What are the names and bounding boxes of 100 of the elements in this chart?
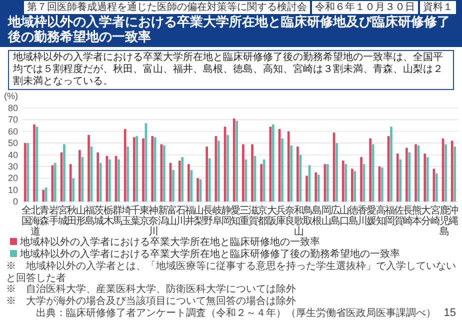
text: 令和６年１０月３０日: [312, 1, 418, 14]
x-tick-label: 福島: [85, 204, 96, 227]
legend-label: 地域枠以外の入学者における卒業大学所在地と臨床研修地の一致率: [20, 237, 320, 248]
chart-subtitle: 地域枠以外の入学者における卒業大学所在地と臨床研修修了後の勤務希望地の一致率は、全国平均では５割程度だが、秋田、富山、福井、島根、徳島、高知、宮崎は３割未満、青森、山梨は２割未満となっている。: [8, 50, 454, 90]
bar: [108, 159, 111, 202]
bar: [380, 168, 384, 202]
bar: [88, 134, 90, 202]
x-tick-label: 鹿児島: [439, 204, 450, 238]
x-tick-label: 茨城: [93, 204, 104, 227]
bar: [342, 160, 344, 202]
bar: [26, 143, 30, 202]
bar: [178, 160, 181, 202]
bar: [226, 134, 229, 202]
bar: [354, 171, 356, 202]
bar: [232, 118, 236, 202]
text: 15: [444, 307, 456, 319]
y-tick-label: 70: [8, 114, 18, 125]
y-tick-label: 80: [8, 103, 18, 113]
x-tick-label: 沖縄: [447, 204, 458, 227]
x-tick-label: 高知: [376, 204, 386, 227]
bar: [435, 173, 438, 202]
bar: [244, 159, 248, 202]
bar: [69, 164, 72, 202]
bar: [162, 145, 166, 202]
x-tick-label: 香川: [358, 204, 368, 227]
bar: [299, 154, 302, 202]
bar: [188, 164, 190, 202]
x-tick-label: 山口: [339, 204, 350, 227]
bar: [360, 157, 362, 202]
x-tick-label: 和歌山: [294, 204, 304, 238]
x-tick-label: 奈良: [284, 206, 295, 227]
x-tick-label: 静岡: [221, 204, 232, 227]
x-tick-label: 熊本: [412, 204, 422, 227]
bar: [414, 144, 417, 202]
bar: [136, 136, 138, 202]
bar: [24, 143, 26, 202]
bar: [281, 138, 284, 202]
bar: [287, 131, 290, 202]
x-tick-label: 京都: [258, 204, 268, 227]
bar: [296, 146, 299, 202]
bar: [444, 144, 447, 202]
bar: [408, 152, 411, 202]
y-tick-label: 60: [8, 126, 18, 136]
source-note: 出典：臨床研修修了者アンケート調査（令和２～４年）（厚生労働省医政局医事課調べ）: [36, 308, 436, 319]
x-tick-label: 徳島: [348, 206, 359, 227]
bar: [242, 144, 244, 202]
bar: [290, 145, 292, 202]
y-tick-label: 40: [8, 150, 18, 160]
x-tick-label: 石川: [176, 206, 186, 227]
bar: [454, 146, 456, 202]
bar: [181, 157, 184, 202]
bar: [124, 129, 126, 202]
x-tick-label: 岡山: [321, 206, 332, 227]
bar: [390, 126, 392, 202]
bar: [54, 162, 56, 202]
legend-label: 地域枠以外の入学者における卒業大学所在地と臨床研修修了後の勤務希望地の一致率: [20, 249, 400, 260]
y-tick-label: 30: [8, 161, 18, 172]
bar: [336, 143, 338, 202]
bar: [63, 144, 66, 202]
bar: [306, 176, 308, 202]
x-tick-label: 佐賀: [394, 206, 404, 227]
bar: [133, 137, 136, 202]
text: ※ 自治医科大学、産業医科大学、防衛医科大学については除外: [6, 284, 297, 296]
x-tick-label: 岐阜: [212, 204, 222, 227]
bar: [142, 138, 144, 202]
bar: [217, 140, 220, 202]
bar: [126, 146, 129, 202]
x-tick-label: 広島: [330, 204, 340, 227]
bar: [33, 124, 36, 202]
bar: [206, 146, 208, 202]
y-tick-label: 0: [12, 196, 18, 206]
x-tick-label: 兵庫: [276, 204, 286, 227]
bar: [251, 144, 254, 202]
bar: [326, 164, 329, 202]
x-tick-label: 千葉: [130, 204, 141, 227]
x-tick-label: 愛媛: [366, 204, 377, 227]
bar: [81, 157, 84, 202]
x-tick-label: 大阪: [266, 204, 277, 227]
y-tick-label: 10: [8, 184, 18, 195]
x-tick-label: 秋田: [66, 204, 77, 227]
bar: [118, 159, 120, 202]
y-tick-label: 50: [8, 138, 18, 148]
y-axis-title: (%): [4, 91, 18, 101]
x-tick-label: 福岡: [384, 204, 395, 227]
bar: [42, 190, 45, 202]
x-tick-label: 新潟: [158, 204, 168, 227]
bar: [72, 178, 74, 202]
bar: [399, 159, 402, 202]
x-tick-label: 栃木: [103, 204, 114, 227]
x-tick-label: 三重: [240, 206, 250, 227]
bar: [344, 164, 347, 202]
bar: [450, 140, 454, 202]
text: 資料１: [420, 1, 456, 14]
x-tick-label: 鳥取: [302, 204, 314, 227]
x-tick-label: 愛知: [230, 204, 240, 227]
x-tick-label: 富山: [166, 204, 177, 227]
chart-title: 地域枠以外の入学者における卒業大学所在地と臨床研修地及び臨床研修修了後の勤務希望地の一致率: [8, 14, 451, 44]
bar: [172, 170, 174, 202]
bar: [272, 124, 274, 202]
bar: [396, 154, 399, 202]
